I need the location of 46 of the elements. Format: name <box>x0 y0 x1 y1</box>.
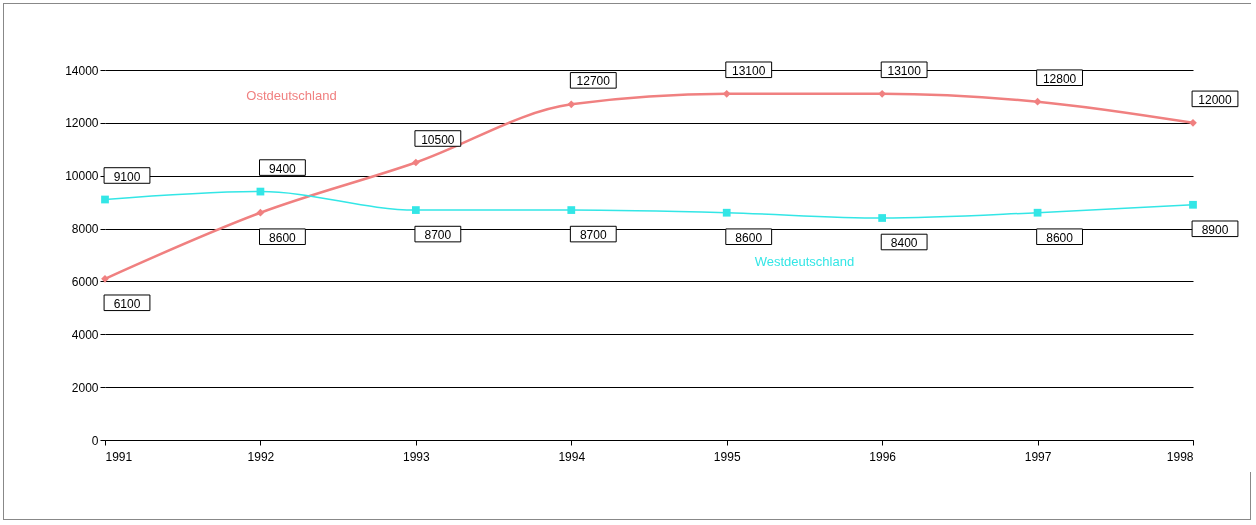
data-label: 8400 <box>890 236 918 250</box>
y-tick-label: 12000 <box>65 116 99 131</box>
x-tick-label: 1992 <box>247 449 275 464</box>
point <box>1189 200 1197 209</box>
x-tick-label: 1995 <box>713 449 741 464</box>
point <box>567 100 576 109</box>
data-label: 10500 <box>421 132 455 147</box>
data-label: 12000 <box>1198 92 1233 107</box>
data-label: 9400 <box>269 161 297 176</box>
y-tick-label: 14000 <box>65 63 99 78</box>
point <box>101 195 109 204</box>
x-tick-label: 1991 <box>105 449 133 464</box>
point <box>1033 208 1042 217</box>
y-tick-label: 2000 <box>71 380 99 395</box>
data-label: 12700 <box>576 74 611 89</box>
point <box>1033 97 1042 106</box>
y-tick-label: 10000 <box>65 169 99 184</box>
point <box>411 158 420 167</box>
y-tick-label: 4000 <box>71 327 99 342</box>
data-label: 13100 <box>732 63 766 78</box>
data-label: 12800 <box>1042 71 1077 86</box>
point <box>411 206 420 214</box>
y-tick-label: 6000 <box>71 274 99 289</box>
data-label: 8600 <box>1046 230 1074 245</box>
x-tick-label: 1996 <box>869 449 897 464</box>
y-tick-label: 0 <box>91 433 99 448</box>
point <box>567 206 576 214</box>
x-tick-label: 1993 <box>403 449 431 464</box>
point <box>256 208 265 217</box>
point <box>1189 118 1197 127</box>
x-tick-label: 1997 <box>1024 449 1052 464</box>
x-tick-label: 1998 <box>1166 449 1194 464</box>
point <box>722 208 731 217</box>
data-label: 13100 <box>887 63 922 78</box>
data-label: 8700 <box>424 228 452 243</box>
data-label: 8600 <box>269 230 297 245</box>
data-label: 8900 <box>1201 222 1229 237</box>
x-tick-label: 1994 <box>558 449 586 464</box>
data-label: 8600 <box>735 230 763 245</box>
data-label: 8700 <box>579 228 607 243</box>
text: Westdeutschland <box>754 254 855 269</box>
data-label: 9100 <box>113 169 141 184</box>
data-label: 6100 <box>113 296 141 311</box>
y-tick-label: 8000 <box>71 222 99 237</box>
point <box>878 214 887 222</box>
text: Ostdeutschland <box>246 88 337 103</box>
